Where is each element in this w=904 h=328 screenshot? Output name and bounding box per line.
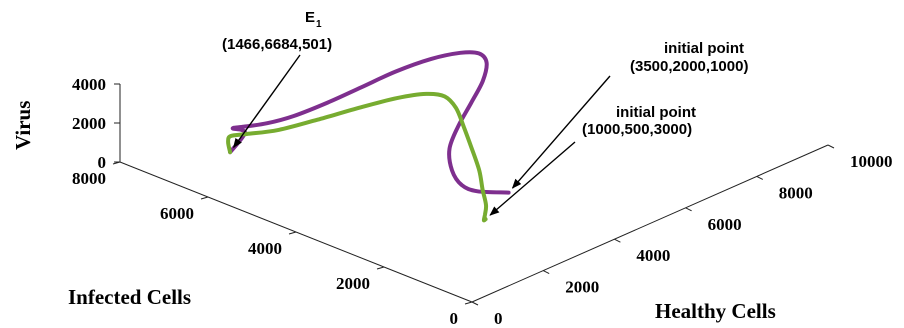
annotation-initial-point-2-label: initial point bbox=[616, 104, 696, 121]
y-tick-label: 6000 bbox=[160, 204, 194, 223]
x-tick-mark bbox=[827, 144, 835, 149]
y-axis-label: Infected Cells bbox=[68, 285, 191, 309]
z-tick-label: 2000 bbox=[72, 114, 106, 133]
x-tick-label: 2000 bbox=[565, 278, 599, 297]
x-tick-mark bbox=[471, 301, 479, 306]
arrow-initial-point-1 bbox=[511, 75, 611, 189]
x-tick-mark bbox=[542, 270, 550, 275]
y-tick-mark bbox=[464, 301, 473, 305]
axes-frame bbox=[119, 84, 829, 303]
trajectories bbox=[226, 50, 511, 223]
z-axis-label: Virus bbox=[11, 101, 35, 150]
annotation-initial-point-2-coords: (1000,500,3000) bbox=[582, 121, 692, 138]
x-tick-mark bbox=[685, 207, 692, 212]
z-tick-label: 0 bbox=[98, 153, 107, 172]
annotation-e1-label: E bbox=[305, 9, 315, 26]
x-tick-mark bbox=[614, 238, 621, 243]
y-tick-mark bbox=[288, 231, 297, 235]
trajectory-series-1 bbox=[228, 50, 511, 195]
x-tick-mark bbox=[756, 175, 764, 180]
x-axis-line bbox=[471, 144, 829, 303]
x-tick-label: 0 bbox=[494, 309, 503, 328]
x-tick-label: 10000 bbox=[850, 152, 893, 171]
x-tick-label: 4000 bbox=[636, 246, 670, 265]
trajectory-series-2 bbox=[226, 91, 489, 223]
y-tick-mark bbox=[200, 196, 209, 200]
annotation-e1-subscript: 1 bbox=[316, 19, 322, 30]
annotation-initial-point-1-label: initial point bbox=[664, 40, 744, 57]
z-tick-label: 4000 bbox=[72, 75, 106, 94]
annotation-initial-point-1: initial point (3500,2000,1000) bbox=[630, 40, 748, 75]
y-tick-label: 8000 bbox=[72, 169, 106, 188]
x-tick-label: 8000 bbox=[779, 183, 813, 202]
x-tick-label: 6000 bbox=[708, 215, 742, 234]
y-tick-mark bbox=[376, 266, 385, 270]
annotation-e1: E 1 (1466,6684,501) bbox=[222, 9, 332, 53]
y-tick-label: 0 bbox=[450, 309, 459, 328]
annotation-arrows bbox=[233, 54, 611, 216]
annotation-initial-point-1-coords: (3500,2000,1000) bbox=[630, 58, 748, 75]
y-tick-label: 4000 bbox=[248, 239, 282, 258]
arrow-initial-point-2 bbox=[489, 141, 576, 216]
x-axis-label: Healthy Cells bbox=[655, 299, 776, 323]
tick-labels: 0200040006000800010000020004000600080000… bbox=[72, 75, 893, 328]
arrow-e1 bbox=[233, 54, 301, 149]
y-tick-label: 2000 bbox=[336, 274, 370, 293]
annotation-e1-coords: (1466,6684,501) bbox=[222, 36, 332, 53]
annotation-initial-point-2: initial point (1000,500,3000) bbox=[582, 104, 696, 138]
